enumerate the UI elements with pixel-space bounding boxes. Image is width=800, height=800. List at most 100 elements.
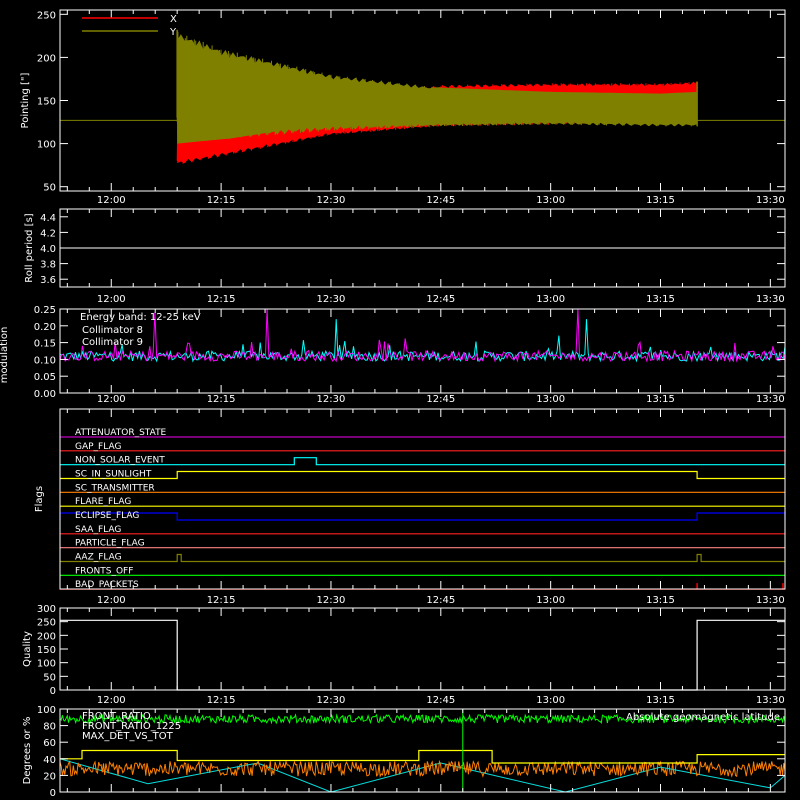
roll-ytick-label: 4.0 bbox=[40, 244, 56, 255]
quality-ylabel: Quality bbox=[22, 631, 33, 667]
flag-label-saa-flag: SAA_FLAG bbox=[75, 525, 121, 535]
roll-xtick-label: 13:15 bbox=[646, 294, 675, 305]
quality-xtick-label: 13:00 bbox=[536, 695, 565, 706]
ratios-plot-frame bbox=[59, 708, 786, 793]
flags-xtick-label: 13:30 bbox=[756, 595, 785, 606]
flag-label-bad-packets: BAD_PACKETS bbox=[75, 580, 139, 590]
modulation-legend-1: Collimator 8 bbox=[82, 325, 143, 336]
flag-label-sc-transmitter: SC_TRANSMITTER bbox=[75, 483, 155, 493]
flags-xtick-label: 12:15 bbox=[207, 595, 236, 606]
ratios-ytick-label: 0 bbox=[50, 788, 56, 799]
data-layer bbox=[59, 29, 786, 793]
axes-layer: 12:00 12:15 12:30 12:45 13:00 13:15 13:30 50 100… bbox=[0, 9, 786, 799]
flag-line-eclipse-flag bbox=[59, 512, 786, 521]
flags-xtick-label: 12:45 bbox=[426, 595, 455, 606]
pointing-ytick-label: 50 bbox=[43, 183, 56, 194]
ratios-ytick-label: 100 bbox=[37, 705, 56, 716]
flags-ylabel: Flags bbox=[34, 486, 45, 512]
ratios-front-ratio-1225 bbox=[59, 713, 786, 725]
quality-ytick-label: 150 bbox=[37, 645, 56, 656]
pointing-envelope-overlap bbox=[177, 87, 698, 144]
roll-ytick-label: 4.4 bbox=[40, 213, 56, 224]
ratios-legend-3: MAX_DET_VS_TOT bbox=[82, 731, 174, 742]
pointing-ytick-label: 150 bbox=[37, 97, 56, 108]
roll-ylabel: Roll period [s] bbox=[24, 213, 35, 282]
pointing-xtick-label: 13:15 bbox=[646, 195, 675, 206]
modulation-series-2 bbox=[59, 308, 786, 363]
flag-label-particle-flag: PARTICLE_FLAG bbox=[75, 539, 145, 549]
roll-xtick-label: 12:00 bbox=[97, 294, 126, 305]
flag-label-non-solar-event: NON_SOLAR_EVENT bbox=[75, 456, 165, 466]
pointing-xtick-label: 12:00 bbox=[97, 195, 126, 206]
ratios-front-ratio bbox=[60, 749, 785, 764]
modulation-plot-frame bbox=[59, 308, 786, 394]
flags-xtick-label: 12:00 bbox=[97, 595, 126, 606]
legend-label-y: Y bbox=[169, 27, 177, 38]
modulation-xtick-label: 13:00 bbox=[536, 394, 565, 405]
ratios-ytick-label: 20 bbox=[43, 771, 56, 782]
quality-ytick-label: 50 bbox=[43, 672, 56, 683]
ratios-ytick-label: 60 bbox=[43, 738, 56, 749]
quality-ytick-label: 300 bbox=[37, 604, 56, 615]
roll-ytick-label: 4.2 bbox=[40, 228, 56, 239]
pointing-ytick-label: 100 bbox=[37, 140, 56, 151]
modulation-ytick-label: 0.05 bbox=[34, 372, 56, 383]
flags-plot-frame bbox=[59, 408, 786, 590]
modulation-ytick-label: 0.10 bbox=[34, 355, 56, 366]
quality-ytick-label: 0 bbox=[50, 686, 56, 697]
quality-xtick-label: 12:30 bbox=[317, 695, 346, 706]
quality-ytick-label: 100 bbox=[37, 659, 56, 670]
modulation-xtick-label: 13:15 bbox=[646, 394, 675, 405]
ratios-annotation: Absolute geomagnetic latitude bbox=[626, 712, 780, 723]
modulation-ytick-label: 0.25 bbox=[34, 305, 56, 316]
pointing-xtick-label: 13:30 bbox=[756, 195, 785, 206]
quality-xtick-label: 13:15 bbox=[646, 695, 675, 706]
quality-xtick-label: 12:15 bbox=[207, 695, 236, 706]
pointing-xtick-label: 12:45 bbox=[426, 195, 455, 206]
flags-xtick-label: 12:30 bbox=[317, 595, 346, 606]
flag-label-flare-flag: FLARE_FLAG bbox=[75, 497, 131, 507]
modulation-xtick-label: 12:15 bbox=[207, 394, 236, 405]
modulation-ytick-label: 0.00 bbox=[34, 389, 56, 400]
pointing-xtick-label: 13:00 bbox=[536, 195, 565, 206]
ratios-max-det-vs-tot bbox=[59, 759, 786, 778]
roll-ytick-label: 3.6 bbox=[40, 275, 56, 286]
quality-xtick-label: 13:30 bbox=[756, 695, 785, 706]
pointing-xtick-label: 12:15 bbox=[207, 195, 236, 206]
flag-label-gap-flag: GAP_FLAG bbox=[75, 442, 121, 452]
flag-label-eclipse-flag: ECLIPSE_FLAG bbox=[75, 511, 139, 521]
quality-xtick-label: 12:45 bbox=[426, 695, 455, 706]
flags-xtick-label: 13:15 bbox=[646, 595, 675, 606]
pointing-ytick-label: 200 bbox=[37, 53, 56, 64]
flag-line-non-solar-event bbox=[60, 457, 785, 466]
modulation-ylabel-2: modulation bbox=[0, 327, 10, 384]
modulation-xtick-label: 13:30 bbox=[756, 394, 785, 405]
pointing-ylabel: Pointing ["] bbox=[20, 72, 31, 128]
flags-xtick-label: 13:00 bbox=[536, 595, 565, 606]
ratios-ylabel: Degrees or % bbox=[22, 717, 33, 785]
modulation-series-1 bbox=[59, 319, 786, 363]
roll-xtick-label: 12:45 bbox=[426, 294, 455, 305]
legend-label-x: X bbox=[170, 14, 177, 25]
flag-label-sc-in-sunlight: SC_IN_SUNLIGHT bbox=[75, 470, 152, 480]
quality-xtick-label: 12:00 bbox=[97, 695, 126, 706]
modulation-xtick-label: 12:00 bbox=[97, 394, 126, 405]
ratios-ytick-label: 80 bbox=[43, 722, 56, 733]
ratios-geomag-latitude bbox=[59, 758, 786, 793]
pointing-ytick-label: 250 bbox=[37, 10, 56, 21]
modulation-legend-2: Collimator 9 bbox=[82, 337, 143, 348]
flag-label-attenuator-state: ATTENUATOR_STATE bbox=[75, 428, 167, 438]
quality-ytick-label: 250 bbox=[37, 618, 56, 629]
roll-ytick-label: 3.8 bbox=[40, 260, 56, 271]
modulation-xtick-label: 12:45 bbox=[426, 394, 455, 405]
flag-line-sc-in-sunlight bbox=[60, 470, 785, 480]
roll-xtick-label: 13:30 bbox=[756, 294, 785, 305]
flag-label-aaz-flag: AAZ_FLAG bbox=[75, 553, 122, 563]
modulation-xtick-label: 12:30 bbox=[317, 394, 346, 405]
modulation-ytick-label: 0.15 bbox=[34, 339, 56, 350]
quality-ytick-label: 200 bbox=[37, 631, 56, 642]
ratios-ytick-label: 40 bbox=[43, 755, 56, 766]
ratios-legend-2: FRONT_RATIO_1225 bbox=[82, 721, 181, 732]
quality-line bbox=[60, 619, 785, 691]
